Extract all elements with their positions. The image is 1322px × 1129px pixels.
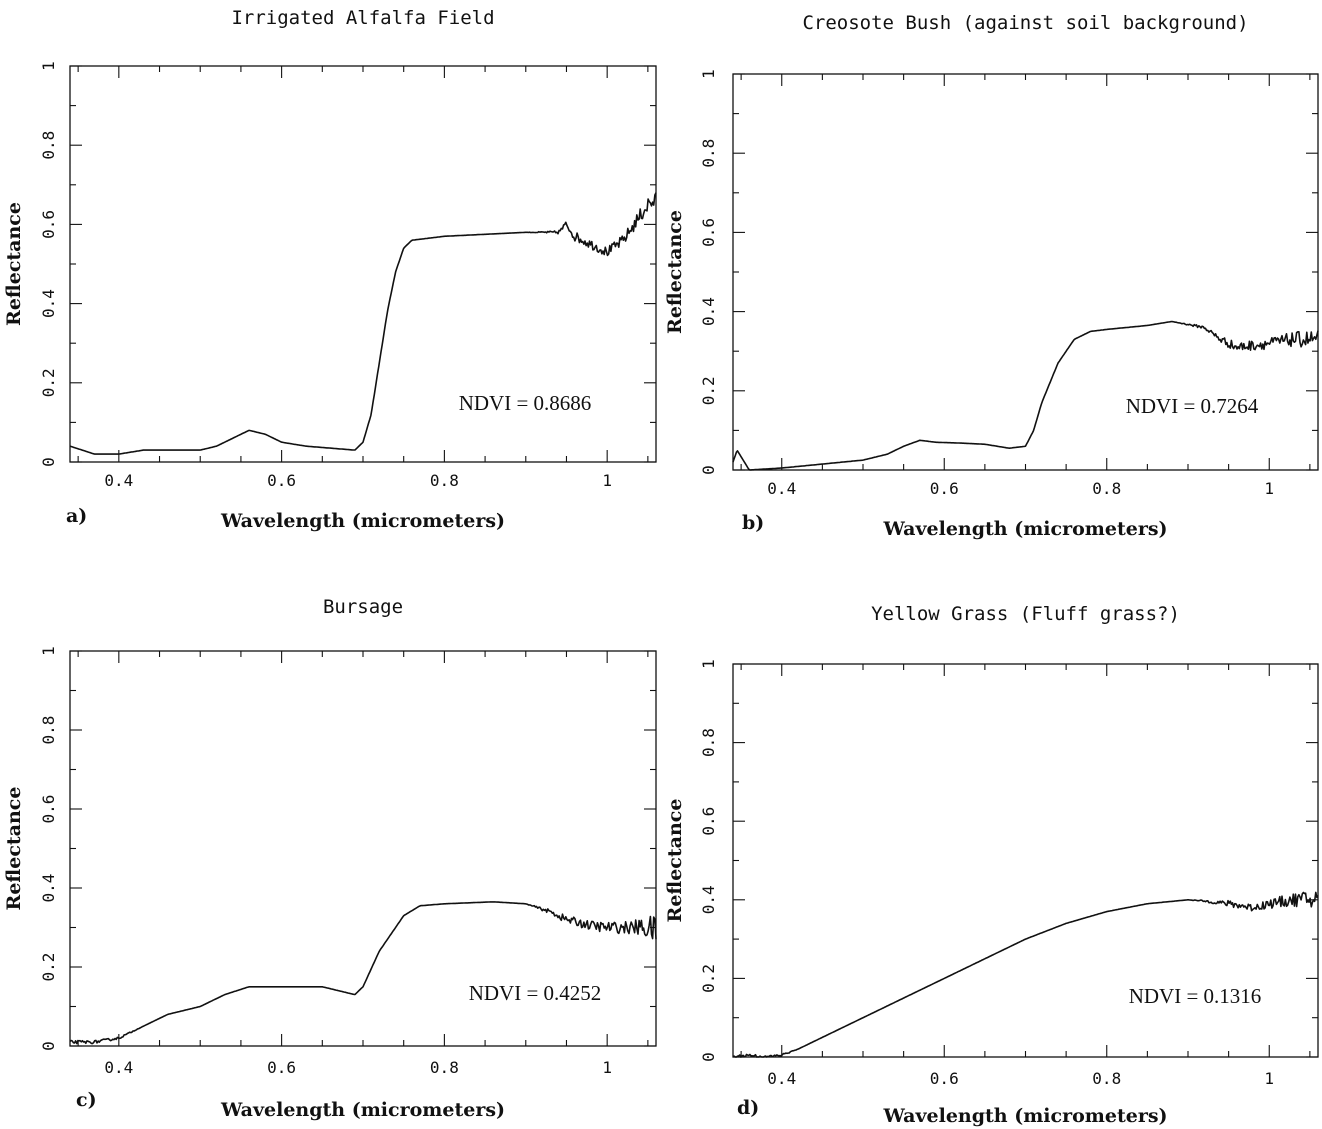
x-tick-label: 0.6 [930,1069,959,1088]
ndvi-annotation: NDVI = 0.8686 [459,391,592,415]
x-tick-label: 0.6 [930,479,959,498]
x-tick-label: 0.8 [1092,1069,1121,1088]
y-tick-label: 0.4 [699,885,718,914]
x-tick-label: 0.4 [104,471,133,490]
y-tick-label: 1 [39,61,58,71]
y-tick-label: 0 [699,1052,718,1062]
chart-title: Bursage [323,596,403,618]
y-tick-label: 0 [39,1041,58,1051]
y-tick-label: 0.6 [39,210,58,239]
y-tick-label: 0.6 [39,795,58,824]
y-tick-label: 0.8 [39,131,58,160]
y-tick-label: 0.4 [699,297,718,326]
y-tick-label: 0.8 [699,728,718,757]
x-tick-label: 0.8 [1092,479,1121,498]
x-tick-label: 1 [602,1058,612,1077]
y-tick-label: 0 [699,465,718,475]
x-tick-label: 0.8 [430,1058,459,1077]
y-tick-label: 0.2 [699,376,718,405]
panel-label: b) [742,512,764,534]
y-axis-label: Reflectance [664,799,686,923]
y-tick-label: 0.2 [39,953,58,982]
y-tick-label: 0.2 [699,964,718,993]
y-tick-label: 1 [699,659,718,669]
chart-panel-4: Yellow Grass (Fluff grass?) 0.4 0.6 0.8 1 0 0.… [664,603,1319,1127]
y-axis-label: Reflectance [3,202,25,326]
y-tick-label: 0.8 [39,716,58,745]
panel-label: c) [76,1089,97,1111]
y-tick-label: 0.4 [39,289,58,318]
x-axis-label: Wavelength (micrometers) [882,518,1167,540]
panel-label: a) [66,505,87,527]
chart-title: Yellow Grass (Fluff grass?) [871,603,1180,625]
ndvi-annotation: NDVI = 0.4252 [469,981,602,1005]
x-tick-label: 0.4 [104,1058,133,1077]
y-axis-label: Reflectance [3,787,25,911]
x-tick-label: 1 [1264,479,1274,498]
ndvi-annotation: NDVI = 0.1316 [1129,984,1262,1008]
y-tick-label: 0.8 [699,139,718,168]
x-tick-label: 1 [602,471,612,490]
chart-panel-1: Irrigated Alfalfa Field 0.4 0.6 0.8 1 0 0.2 0.4… [3,7,657,532]
x-tick-label: 0.6 [267,1058,296,1077]
x-axis-label: Wavelength (micrometers) [220,510,505,532]
y-tick-label: 0.4 [39,874,58,903]
spectrum-line [732,891,1319,1058]
y-axis-label: Reflectance [664,210,686,334]
y-tick-label: 1 [39,646,58,656]
y-tick-label: 0.6 [699,218,718,247]
x-axis-label: Wavelength (micrometers) [220,1099,505,1121]
y-tick-label: 0.2 [39,368,58,397]
ndvi-annotation: NDVI = 0.7264 [1126,394,1259,418]
chart-title: Creosote Bush (against soil background) [802,12,1248,34]
x-tick-label: 0.8 [430,471,459,490]
x-axis-label: Wavelength (micrometers) [882,1105,1167,1127]
chart-panel-3: Bursage 0.4 0.6 0.8 1 0 0.2 0.4 0.6 0.8 1 Wavelengt… [3,596,657,1121]
y-tick-label: 0 [39,457,58,467]
x-tick-label: 0.6 [267,471,296,490]
x-tick-label: 0.4 [767,479,796,498]
spectrum-line [732,320,1319,471]
y-tick-label: 1 [699,69,718,79]
chart-title: Irrigated Alfalfa Field [231,7,494,29]
spectrum-line [69,901,657,1045]
panel-label: d) [737,1097,759,1119]
y-tick-label: 0.6 [699,807,718,836]
spectrum-line [69,192,657,455]
x-tick-label: 0.4 [767,1069,796,1088]
chart-panel-2: Creosote Bush (against soil background) 0… [664,12,1319,540]
x-tick-label: 1 [1264,1069,1274,1088]
